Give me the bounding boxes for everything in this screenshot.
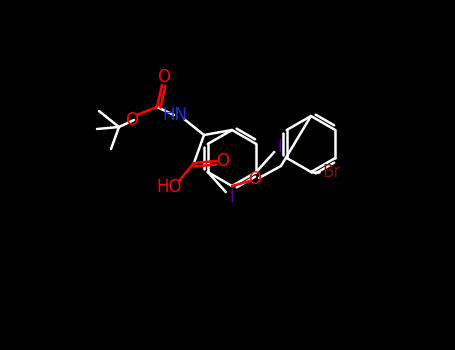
Text: HO: HO (156, 178, 182, 196)
Text: I: I (278, 138, 283, 156)
Text: I: I (229, 188, 234, 206)
Text: HN: HN (162, 106, 187, 124)
Text: O: O (248, 170, 262, 188)
Text: O: O (157, 68, 171, 86)
Text: O: O (217, 152, 229, 170)
Text: O: O (126, 111, 138, 129)
Text: Br: Br (323, 163, 341, 181)
